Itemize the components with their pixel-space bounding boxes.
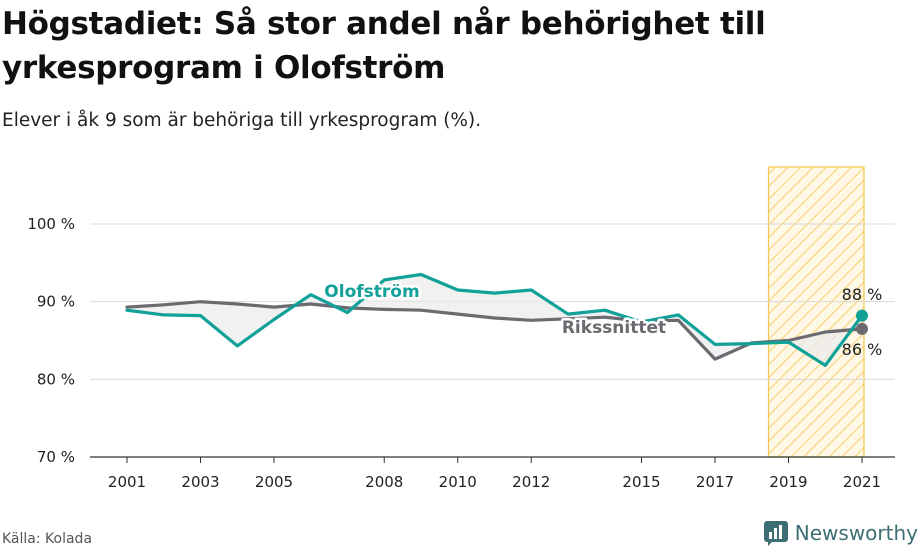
y-tick-label: 70 % xyxy=(37,448,75,466)
difference-area xyxy=(127,274,862,366)
x-tick-label: 2008 xyxy=(365,473,403,491)
series-lines xyxy=(125,272,868,367)
x-tick-label: 2017 xyxy=(696,473,734,491)
end-point-olofstrom xyxy=(856,309,868,322)
chart-labels: 70 %80 %90 %100 %OlofströmOlofströmRikss… xyxy=(27,215,882,466)
x-tick-label: 2012 xyxy=(512,473,550,491)
x-tick-label: 2001 xyxy=(108,473,146,491)
series-label-rikssnittet: Rikssnittet xyxy=(562,318,666,338)
newsworthy-logo: Newsworthy xyxy=(763,520,918,546)
newsworthy-logo-icon xyxy=(763,521,788,546)
x-tick-label: 2010 xyxy=(439,473,477,491)
y-tick-label: 80 % xyxy=(37,370,75,388)
end-label-olofstrom: 88 % xyxy=(842,285,883,304)
end-point-rikssnittet xyxy=(856,322,868,335)
y-tick-label: 90 % xyxy=(37,293,75,311)
source-note: Källa: Kolada xyxy=(2,531,93,547)
chart-subtitle: Elever i åk 9 som är behöriga till yrkes… xyxy=(2,110,482,131)
x-tick-label: 2003 xyxy=(181,473,219,491)
x-tick-label: 2015 xyxy=(622,473,660,491)
series-line-olofstrom xyxy=(125,272,864,367)
newsworthy-logo-text: Newsworthy xyxy=(794,521,918,545)
x-tick-label: 2019 xyxy=(769,473,807,491)
highlight-rect xyxy=(767,166,865,458)
x-axis: 2001 2003 2005 2008 2010 2012 2015 2017 2019 2021 xyxy=(108,457,881,491)
x-tick-label: 2005 xyxy=(255,473,293,491)
end-label-rikssnittet: 86 % xyxy=(842,340,883,359)
series-label-olofstrom: Olofström xyxy=(324,282,419,302)
y-tick-label: 100 % xyxy=(27,215,75,233)
x-tick-label: 2021 xyxy=(843,473,881,491)
series-label-rikssnittet-halo: Rikssnittet xyxy=(562,318,666,338)
series-label-olofstrom-halo: Olofström xyxy=(324,282,419,302)
series-line-rikssnittet xyxy=(125,300,864,361)
highlight-period xyxy=(767,166,865,458)
fill-between-series xyxy=(127,274,862,366)
chart-title: Högstadiet: Så stor andel når behörighet… xyxy=(2,6,766,86)
